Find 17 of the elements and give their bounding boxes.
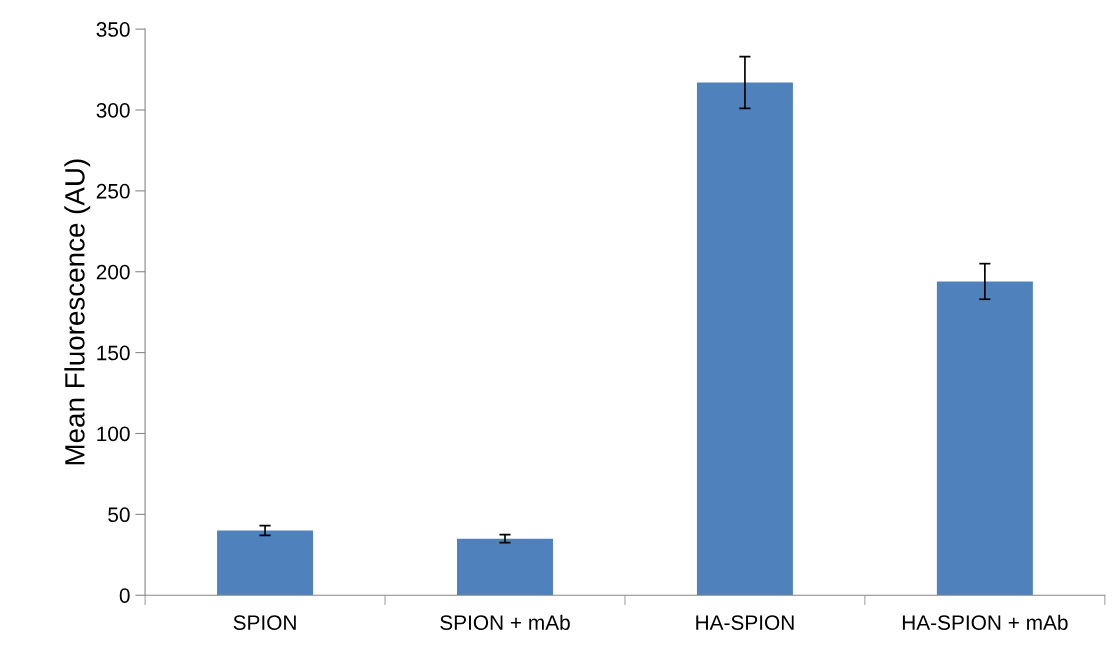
bar (696, 82, 793, 596)
y-tick-label: 0 (119, 588, 130, 603)
x-tick-label: SPION (233, 615, 296, 630)
y-tick-label: 150 (97, 345, 130, 361)
bar (217, 530, 314, 596)
y-tick-label: 100 (97, 426, 130, 442)
y-tick-label: 250 (96, 183, 130, 199)
y-axis-title: Mean Fluorescence (AU) (64, 159, 91, 465)
x-tick-label: SPION + mAb (440, 614, 570, 630)
y-tick-label: 350 (96, 22, 130, 37)
bar (457, 538, 553, 596)
y-tick-label: 200 (96, 264, 130, 280)
x-tick-label: HA-SPION + mAb (902, 614, 1068, 630)
bar (936, 281, 1033, 596)
x-tick-label: HA-SPION (696, 615, 794, 630)
y-tick-label: 300 (96, 102, 130, 118)
y-tick-label: 50 (108, 507, 130, 523)
